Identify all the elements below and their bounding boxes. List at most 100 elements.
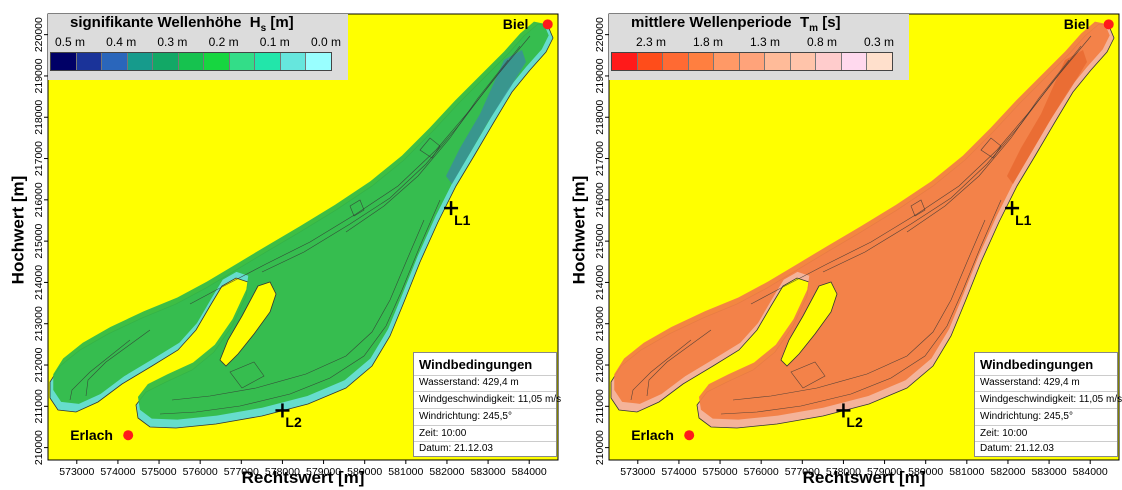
peninsula-land [780,281,838,367]
red-dot-icon [123,430,134,441]
wind-row: Wasserstand: 429,4 m [980,377,1080,388]
city-label-erlach: Erlach [70,427,113,444]
wind-row: Datum: 21.12.03 [419,443,493,454]
y-tick-label: 212000 [594,347,606,382]
legend-swatch [51,53,77,70]
wind-row: Zeit: 10:00 [980,428,1028,439]
depth-contour-line [732,219,986,401]
y-tick-label: 217000 [33,141,45,176]
lake-deep-zone [446,50,526,184]
legend-title: signifikante Wellenhöhe Hs [m] [70,14,294,34]
wind-row: Windgeschwindigkeit: 11,05 m/s [980,394,1122,405]
y-tick-label: 213000 [33,306,45,341]
legend-swatch [229,53,256,70]
legend-tick-label: 0.2 m [208,35,239,49]
legend-swatch [255,53,281,70]
legend-tick-label: 0.3 m [157,35,188,49]
legend-swatch [765,53,791,70]
x-tick-label: 575000 [142,466,177,478]
depth-contour-line [85,329,151,397]
x-tick-label: 573000 [620,466,655,478]
depth-contour-line [69,339,131,401]
legend-swatch [637,53,664,70]
x-tick-label: 577000 [785,466,820,478]
y-tick-label: 210000 [33,430,45,465]
lake-water-body [53,21,549,420]
depth-contour-line [349,199,365,217]
legend-swatch [867,53,893,70]
y-tick-label: 219000 [594,58,606,93]
x-tick-label: 573000 [59,466,94,478]
legend-swatch [204,53,230,70]
x-tick-label: 578000 [826,466,861,478]
x-axis-label: Rechtswert [m] [241,468,365,487]
legend-swatch [153,53,179,70]
wind-title: Windbedingungen [980,357,1094,372]
legend-tick-label: 1.8 m [692,35,724,49]
x-tick-label: 578000 [265,466,300,478]
depth-contour-line [419,137,441,159]
station-label-l1: L1 [454,212,471,229]
legend-swatch [76,53,103,70]
legend-tick-label: 0.3 m [863,35,895,49]
y-tick-label: 213000 [594,306,606,341]
legend-color-bar [611,52,893,71]
depth-contour-line [229,361,265,389]
legend-swatch [790,53,817,70]
x-tick-label: 575000 [703,466,738,478]
x-tick-label: 576000 [183,466,218,478]
x-tick-label: 580000 [908,466,943,478]
x-tick-label: 584000 [512,466,547,478]
x-tick-label: 581000 [949,466,984,478]
y-tick-label: 214000 [594,265,606,300]
depth-contour-line [822,45,1082,273]
legend-swatch [102,53,128,70]
x-tick-label: 582000 [429,466,464,478]
legend-swatch [612,53,638,70]
wind-title: Windbedingungen [419,357,533,372]
x-tick-label: 580000 [347,466,382,478]
wave-period-panel: Hochwert [m] 573000 574000 575000 576000 577… [561,0,1122,490]
depth-contour-line [159,199,441,415]
y-tick-label: 220000 [594,17,606,52]
y-tick-label: 218000 [594,100,606,135]
legend-tick-label: 0.5 m [54,35,86,49]
depth-contour-line [910,199,926,217]
y-tick-label: 215000 [33,223,45,258]
legend-swatch [714,53,740,70]
wave-period-legend: mittlere Wellenperiode Tm [s] 2.3 m 1.8 m… [609,14,909,80]
legend-swatch [178,53,205,70]
peninsula-land [219,281,277,367]
y-tick-label: 211000 [594,389,606,423]
city-label-biel: Biel [1063,16,1090,33]
depth-contour-line [980,137,1002,159]
depth-contour-line [171,219,425,401]
wind-row: Zeit: 10:00 [419,428,467,439]
legend-swatch [280,53,307,70]
red-dot-icon [684,430,695,441]
legend-ticks: 0.5 m 0.4 m 0.3 m 0.2 m 0.1 m 0.0 m [48,35,348,51]
wind-row: Windrichtung: 245,5° [419,411,512,422]
legend-swatch [816,53,842,70]
legend-tick-label: 0.1 m [259,35,290,49]
y-tick-label: 210000 [594,430,606,465]
station-label-l1: L1 [1015,212,1032,229]
depth-contour-line [906,59,1070,233]
wind-row: Wasserstand: 429,4 m [419,377,519,388]
wind-row: Datum: 21.12.03 [980,443,1054,454]
legend-color-bar [50,52,332,71]
legend-swatch [127,53,154,70]
legend-swatch [663,53,689,70]
y-tick-label: 216000 [33,182,45,217]
y-tick-label: 215000 [594,223,606,258]
wave-height-map: 573000 574000 575000 576000 577000 578000 5790… [33,13,559,478]
x-tick-label: 581000 [388,466,423,478]
station-label-l2: L2 [846,414,863,431]
wind-conditions-box: Windbedingungen Wasserstand: 429,4 m Win… [413,352,561,457]
depth-contour-line [261,45,521,273]
red-dot-icon [542,19,553,30]
y-tick-label: 212000 [33,347,45,382]
y-tick-label: 216000 [594,182,606,217]
legend-swatch [739,53,766,70]
x-tick-label: 577000 [224,466,259,478]
